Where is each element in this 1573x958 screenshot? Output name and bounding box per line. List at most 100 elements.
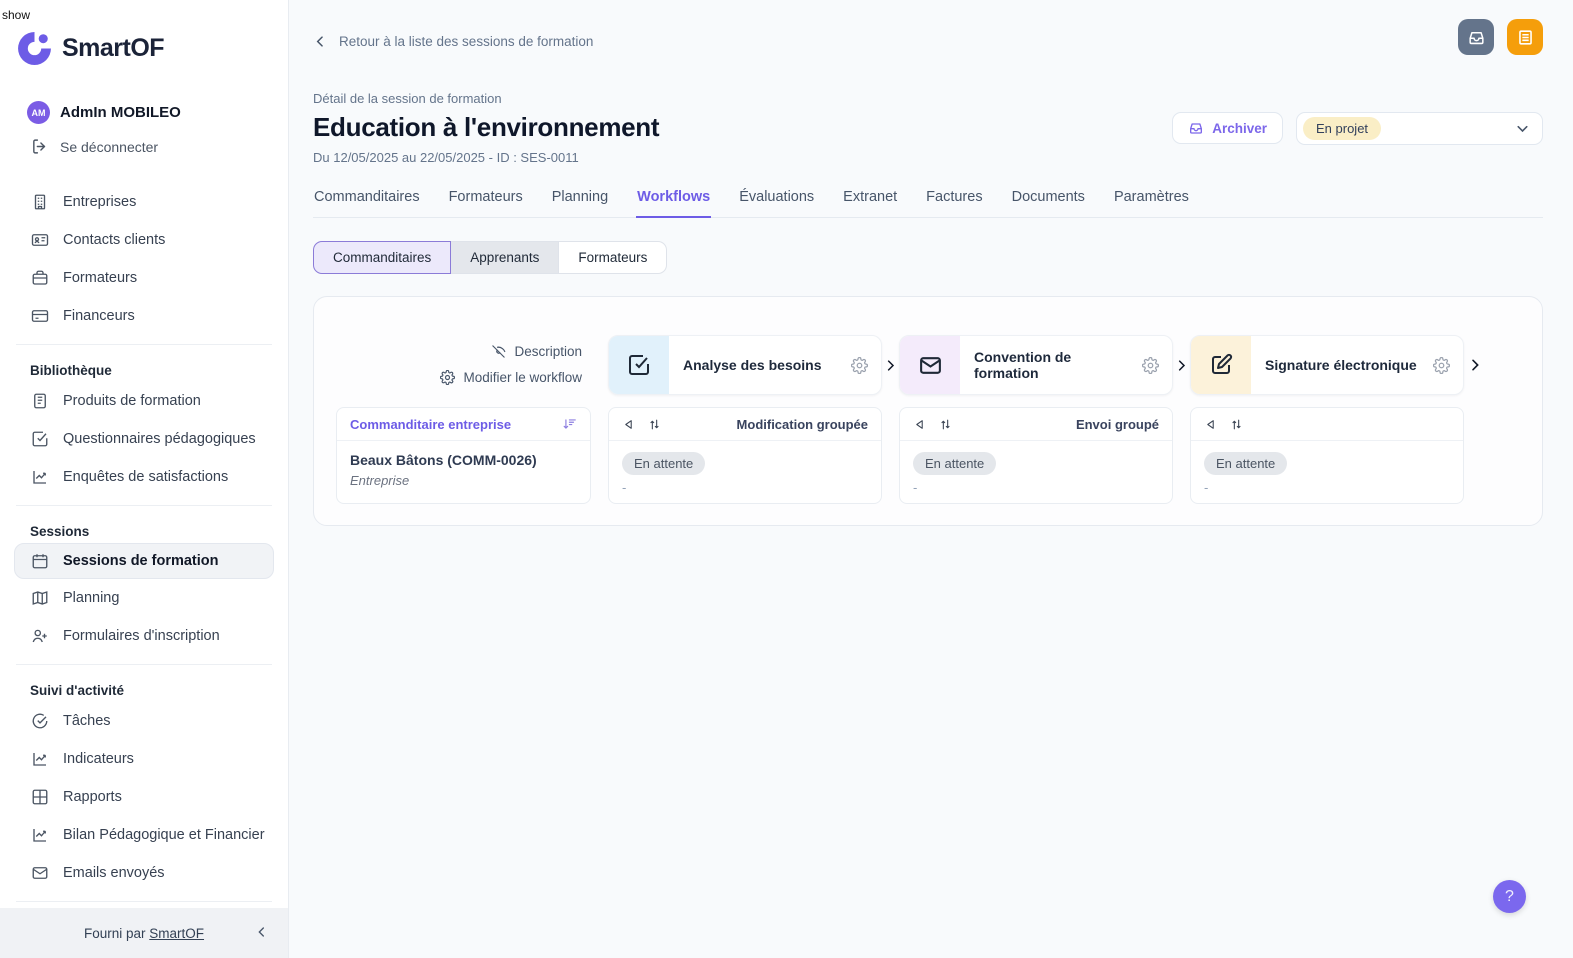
brand-logo[interactable]: SmartOF <box>0 0 288 67</box>
status-badge: En projet <box>1303 116 1382 140</box>
commanditaires-column: Commanditaire entreprise Beaux Bâtons (C… <box>336 407 591 504</box>
triangle-left-icon[interactable] <box>622 418 635 431</box>
session-dates-id: Du 12/05/2025 au 22/05/2025 - ID : SES-0… <box>313 150 579 165</box>
sidebar-item-entreprises[interactable]: Entreprises <box>0 183 288 221</box>
back-to-sessions-link[interactable]: Retour à la liste des sessions de format… <box>313 34 593 49</box>
sidebar-item-label: Rapports <box>63 789 122 805</box>
mail-icon <box>900 336 960 394</box>
grid-icon <box>31 788 49 806</box>
logout-icon <box>31 138 48 155</box>
sidebar-item-taches[interactable]: Tâches <box>0 702 288 740</box>
avatar: AM <box>27 101 50 124</box>
triangle-left-icon[interactable] <box>913 418 926 431</box>
sidebar-item-enquetes-de-satisfactions[interactable]: Enquêtes de satisfactions <box>0 458 288 496</box>
archive-button[interactable]: Archiver <box>1172 112 1283 144</box>
sidebar-item-label: Formulaires d'inscription <box>63 628 220 644</box>
map-icon <box>31 589 49 607</box>
sidebar-item-questionnaires-pedagogiques[interactable]: Questionnaires pédagogiques <box>0 420 288 458</box>
collapse-sidebar-icon[interactable] <box>254 924 270 940</box>
status-badge: En attente <box>622 452 706 475</box>
triangle-left-icon[interactable] <box>1204 418 1217 431</box>
tab-planning[interactable]: Planning <box>551 189 609 205</box>
segment-apprenants[interactable]: Apprenants <box>451 241 560 274</box>
divider <box>16 344 272 345</box>
sidebar-item-bilan-pedagogique[interactable]: Bilan Pédagogique et Financier <box>0 816 288 854</box>
sidebar-item-contacts-clients[interactable]: Contacts clients <box>0 221 288 259</box>
workflow-step-title: Analyse des besoins <box>683 357 822 373</box>
workflow-step-card-convention[interactable]: Convention de formation <box>899 335 1173 395</box>
sidebar-item-planning[interactable]: Planning <box>0 579 288 617</box>
notes-button[interactable] <box>1507 19 1543 55</box>
tab-extranet[interactable]: Extranet <box>843 189 898 205</box>
empty-value: - <box>1204 480 1209 495</box>
tab-evaluations[interactable]: Évaluations <box>739 189 815 205</box>
logout-label: Se déconnecter <box>60 138 159 155</box>
sidebar-item-indicateurs[interactable]: Indicateurs <box>0 740 288 778</box>
gear-icon[interactable] <box>851 356 868 374</box>
commanditaire-name-link[interactable]: Beaux Bâtons (COMM-0026) <box>350 452 537 468</box>
user-row: AM AdmIn MOBILEO <box>0 67 288 124</box>
chevron-right-icon[interactable] <box>1464 335 1486 395</box>
back-link-label: Retour à la liste des sessions de format… <box>339 33 594 49</box>
archive-icon <box>1188 120 1204 136</box>
chevron-right-icon <box>882 335 899 395</box>
divider <box>16 664 272 665</box>
credit-card-icon <box>31 307 49 325</box>
edit-workflow-link[interactable]: Modifier le workflow <box>440 370 582 385</box>
check-square-icon <box>31 430 49 448</box>
calendar-icon <box>31 552 49 570</box>
sidebar-item-produits-de-formation[interactable]: Produits de formation <box>0 382 288 420</box>
sidebar-item-sessions-de-formation[interactable]: Sessions de formation <box>14 543 274 579</box>
eye-off-icon <box>491 344 506 359</box>
tab-commanditaires[interactable]: Commanditaires <box>314 189 420 205</box>
tab-factures[interactable]: Factures <box>926 189 983 205</box>
sidebar-item-label: Enquêtes de satisfactions <box>63 469 229 485</box>
gear-icon[interactable] <box>1142 356 1159 374</box>
sidebar-item-formateurs[interactable]: Formateurs <box>0 259 288 297</box>
section-suivi-activite: Suivi d'activité <box>30 683 124 698</box>
logout-button[interactable]: Se déconnecter <box>0 124 288 155</box>
trend-chart-icon <box>31 826 49 844</box>
tab-workflows[interactable]: Workflows <box>636 189 712 218</box>
workflow-step-card-analyse[interactable]: Analyse des besoins <box>608 335 882 395</box>
bulk-send-action[interactable]: Envoi groupé <box>1075 416 1159 432</box>
sidebar-item-emails-envoyes[interactable]: Emails envoyés <box>0 854 288 892</box>
status-badge: En attente <box>1204 452 1288 475</box>
workflow-step-title: Convention de formation <box>974 349 1072 381</box>
help-button[interactable]: ? <box>1493 880 1526 913</box>
sidebar-item-formulaires-inscription[interactable]: Formulaires d'inscription <box>0 617 288 655</box>
step-column-signature: En attente - <box>1190 407 1464 504</box>
audience-segmented-control: Commanditaires Apprenants Formateurs <box>313 241 668 274</box>
arrow-up-down-icon[interactable] <box>648 418 661 431</box>
step-column-convention: Envoi groupé En attente - <box>899 407 1173 504</box>
smartof-link[interactable]: SmartOF <box>149 925 205 941</box>
tab-parametres[interactable]: Paramètres <box>1113 189 1189 205</box>
section-bibliotheque: Bibliothèque <box>30 363 112 378</box>
sidebar-item-label: Bilan Pédagogique et Financier <box>63 827 265 843</box>
gear-icon[interactable] <box>1433 356 1450 374</box>
page-title-block: Détail de la session de formation Educat… <box>313 91 660 165</box>
segment-commanditaires[interactable]: Commanditaires <box>313 241 452 274</box>
status-select[interactable]: En projet <box>1296 111 1543 145</box>
sidebar-footer: Fourni par SmartOF <box>0 908 288 958</box>
column-header[interactable]: Commanditaire entreprise <box>350 416 512 432</box>
sidebar-item-label: Entreprises <box>63 194 137 210</box>
divider <box>16 901 272 902</box>
bulk-edit-action[interactable]: Modification groupée <box>736 416 868 432</box>
sidebar-item-rapports[interactable]: Rapports <box>0 778 288 816</box>
inbox-button[interactable] <box>1458 19 1494 55</box>
sort-icon[interactable] <box>563 417 577 431</box>
sidebar-item-financeurs[interactable]: Financeurs <box>0 297 288 335</box>
tab-formateurs[interactable]: Formateurs <box>448 189 523 205</box>
arrow-up-down-icon[interactable] <box>939 418 952 431</box>
toggle-description-link[interactable]: Description <box>491 344 582 359</box>
briefcase-icon <box>31 269 49 287</box>
section-sessions: Sessions <box>30 524 90 539</box>
arrow-up-down-icon[interactable] <box>1230 418 1243 431</box>
segment-formateurs[interactable]: Formateurs <box>559 241 668 274</box>
sidebar: SmartOF AM AdmIn MOBILEO Se déconnecter … <box>0 0 289 958</box>
empty-value: - <box>913 480 918 495</box>
tab-documents[interactable]: Documents <box>1011 189 1085 205</box>
workflow-step-card-signature[interactable]: Signature électronique <box>1190 335 1464 395</box>
notebook-icon <box>31 392 49 410</box>
